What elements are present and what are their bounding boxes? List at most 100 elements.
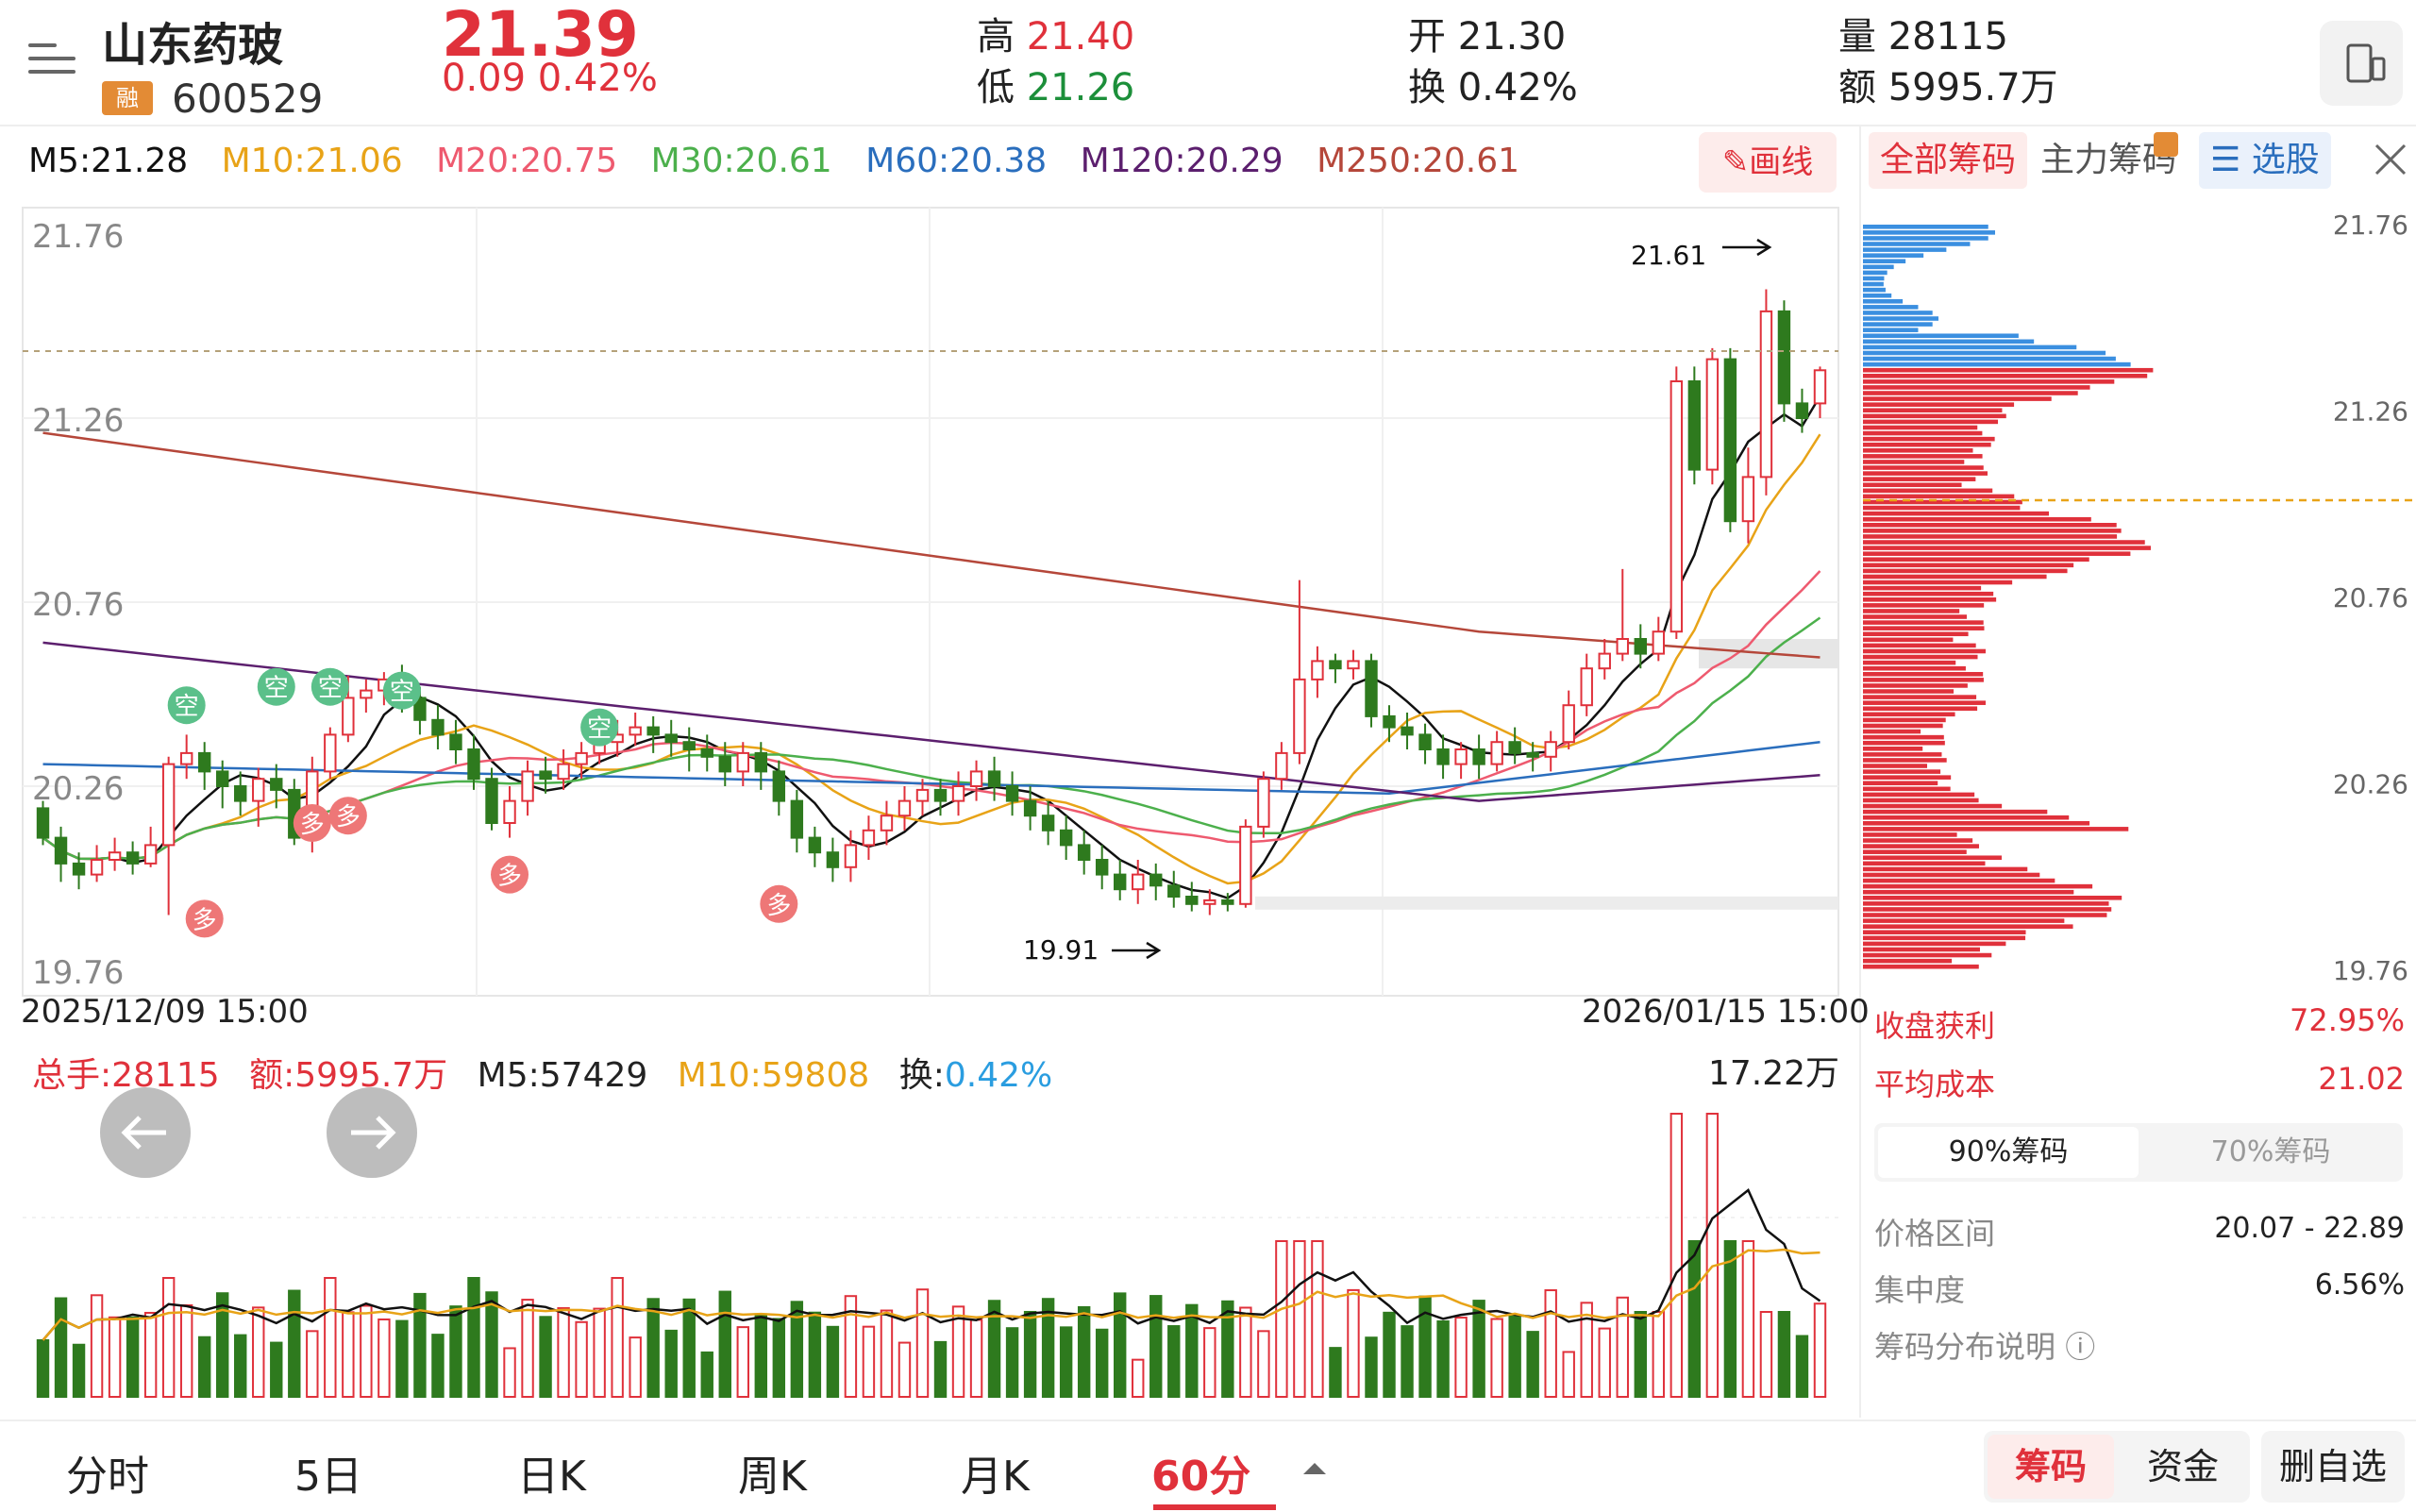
chip-bar (1863, 781, 1938, 786)
signal-badge (293, 804, 331, 842)
candle-body (1005, 785, 1019, 802)
toggle-70[interactable]: 70%筹码 (2210, 1135, 2331, 1168)
concentration-label: 集中度 (1874, 1272, 1966, 1308)
chip-bar (1863, 775, 1952, 780)
chip-bar (1863, 488, 1993, 494)
chip-bar (1863, 764, 1927, 768)
candle-body (1472, 748, 1485, 765)
tab-all-chips[interactable]: 全部筹码 (1869, 132, 2028, 189)
volume-bar (629, 1336, 642, 1398)
chip-tabs: 全部筹码 主力筹码 ☰ 选股 (1869, 132, 2416, 193)
tab-monthly[interactable]: 月K (961, 1453, 1030, 1501)
chip-bar (1863, 242, 1971, 246)
chip-bar (1863, 683, 1968, 688)
candle-body (1185, 896, 1199, 905)
candle-body (1598, 652, 1611, 670)
candle-body (951, 785, 965, 802)
chip-bar (1863, 436, 1995, 442)
candle-body (772, 770, 786, 802)
chip-bar (1863, 328, 1919, 332)
chip-bar (1863, 499, 2022, 505)
chip-bar (1863, 557, 2089, 563)
toggle-90[interactable]: 90%筹码 (1878, 1127, 2139, 1178)
tab-60min[interactable]: 60分 (1151, 1453, 1251, 1501)
chip-price-axis: 21.76 21.26 20.76 20.26 19.76 (2333, 210, 2408, 986)
concentration-value: 6.56% (2314, 1268, 2405, 1302)
chip-bar (1863, 356, 2116, 361)
chip-bar (1863, 827, 2129, 832)
chip-bar (1863, 678, 1984, 682)
volume-bar (915, 1288, 930, 1398)
current-price: 21.39 (442, 0, 639, 71)
candle-body (898, 799, 912, 817)
ma5-value: M5:21.28 (28, 142, 189, 180)
chip-bar (1863, 883, 2093, 889)
candle-body (664, 733, 678, 744)
volume-bar (1023, 1310, 1037, 1398)
volume-bar (1634, 1311, 1647, 1398)
candle-body (521, 770, 534, 802)
chip-bar (1863, 660, 1956, 665)
close-icon[interactable] (2367, 136, 2414, 183)
volume-bar (126, 1316, 140, 1399)
candle-body (252, 778, 265, 802)
tab-intraday[interactable]: 分时 (66, 1453, 149, 1501)
signal-label: 多 (766, 892, 791, 920)
candle-body (1526, 751, 1539, 758)
low-stat: 低 21.26 (977, 66, 1135, 109)
draw-line-button[interactable]: ✎画线 (1699, 132, 1837, 193)
volume-bar (1795, 1335, 1809, 1399)
chip-help-link[interactable]: 筹码分布说明 ⓘ (1874, 1329, 2096, 1365)
candle-body (360, 689, 373, 699)
chip-button[interactable]: 筹码 (1988, 1435, 2114, 1499)
signal-label: 空 (318, 675, 343, 703)
candle-body (1095, 859, 1109, 876)
tab-5day[interactable]: 5日 (294, 1453, 362, 1501)
candle-body (1203, 899, 1216, 905)
chip-bar (1863, 374, 2148, 378)
support-zone (1255, 896, 1838, 910)
volume-bar (1580, 1302, 1593, 1399)
tab-daily[interactable]: 日K (517, 1453, 586, 1501)
remove-watchlist-button[interactable]: 删自选 (2261, 1431, 2405, 1503)
margin-badge: 融 (102, 81, 153, 115)
landscape-toggle-button[interactable] (2320, 21, 2403, 106)
stock-select-button[interactable]: ☰ 选股 (2199, 132, 2331, 189)
volume-bar (1401, 1325, 1414, 1398)
ma-legend: M5:21.28 M10:21.06 M20:20.75 M30:20.61 M… (28, 142, 1542, 180)
chip-bar (1863, 878, 2055, 883)
menu-icon[interactable] (28, 36, 76, 83)
chip-bar (1863, 889, 2074, 895)
period-expand-icon[interactable] (1300, 1459, 1329, 1482)
chip-bar (1863, 305, 1919, 310)
chip-bar (1863, 723, 1943, 729)
volume-bar (862, 1325, 876, 1398)
volume-amount: 额:5995.7万 (249, 1056, 448, 1095)
scroll-right-button[interactable] (327, 1087, 417, 1178)
chip-bar (1863, 935, 2026, 941)
chip-bar (1863, 918, 2065, 923)
candle-body (1436, 748, 1450, 765)
volume-bar (1723, 1240, 1737, 1398)
volume-bar (1059, 1326, 1073, 1399)
signal-label: 空 (264, 675, 289, 703)
volume-bar (90, 1294, 104, 1398)
candle-body (736, 751, 749, 773)
candle-body (700, 748, 713, 758)
candlestick-chart[interactable]: 21.7621.2620.7620.2619.76 空空空空空多多 多多多 21.… (0, 198, 1859, 1000)
tab-weekly[interactable]: 周K (738, 1453, 807, 1501)
fund-button[interactable]: 资金 (2146, 1446, 2219, 1487)
volume-bar (1652, 1311, 1666, 1398)
volume-bar (1687, 1240, 1702, 1398)
candle-body (36, 807, 50, 839)
candle-body (862, 829, 876, 847)
volume-bar (1132, 1358, 1145, 1399)
scroll-left-button[interactable] (100, 1087, 191, 1178)
volume-bar (36, 1339, 50, 1398)
chip-bar (1863, 872, 2040, 878)
chip-bar (1863, 832, 1957, 837)
chip-tick-label: 20.26 (2333, 769, 2408, 800)
volume-bar (790, 1301, 804, 1398)
candle-body (485, 778, 498, 825)
volume-legend: 总手:28115 额:5995.7万 M5:57429 M10:59808 换:… (32, 1048, 1071, 1097)
